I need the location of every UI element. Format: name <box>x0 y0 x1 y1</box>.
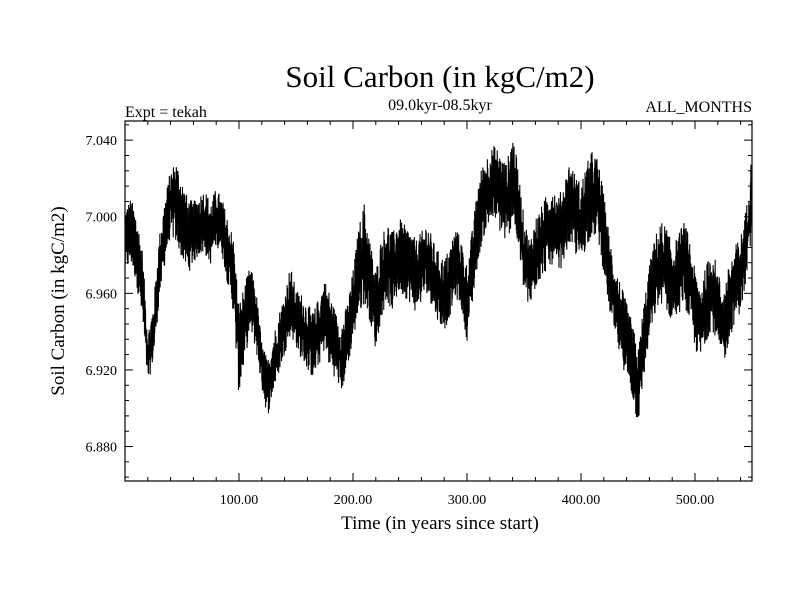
y-tick-label: 6.920 <box>86 364 118 379</box>
y-tick-label: 6.960 <box>86 287 118 302</box>
x-tick-label: 500.00 <box>676 493 715 508</box>
x-tick-label: 200.00 <box>334 493 373 508</box>
chart-title: Soil Carbon (in kgC/m2) <box>285 59 594 94</box>
months-label: ALL_MONTHS <box>645 99 752 116</box>
y-tick-label: 6.880 <box>86 441 118 456</box>
plot-frame <box>124 120 753 482</box>
chart-subtitle: 09.0kyr-08.5kyr <box>388 97 492 114</box>
y-axis-label: Soil Carbon (in kgC/m2) <box>48 206 69 395</box>
series-line-soil-carbon <box>124 142 753 418</box>
series-line <box>124 142 753 418</box>
x-tick-label: 100.00 <box>220 493 259 508</box>
y-tick-label: 7.040 <box>86 134 118 149</box>
x-tick-label: 400.00 <box>562 493 601 508</box>
experiment-label: Expt = tekah <box>125 104 207 121</box>
axis-ticks: 100.00 200.00 300.00 400.00 500.00 6.880 6.920… <box>86 121 752 508</box>
x-axis-label: Time (in years since start) <box>341 513 539 534</box>
y-tick-label: 7.000 <box>86 211 118 226</box>
x-tick-label: 300.00 <box>448 493 487 508</box>
